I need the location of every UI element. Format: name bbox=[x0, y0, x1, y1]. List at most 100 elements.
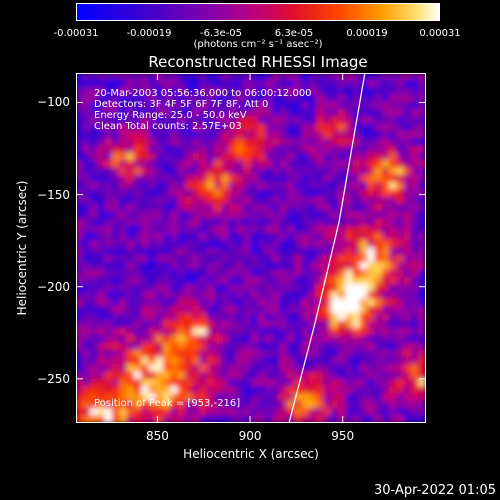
heatmap-cell bbox=[119, 298, 128, 307]
heatmap-cell bbox=[418, 211, 426, 220]
heatmap-cell bbox=[345, 181, 354, 191]
heatmap-cell bbox=[192, 254, 201, 264]
heatmap-cell bbox=[352, 371, 361, 380]
heatmap-cell bbox=[82, 130, 92, 140]
heatmap-cell bbox=[104, 313, 113, 322]
heatmap-cell bbox=[111, 123, 121, 132]
heatmap-cell bbox=[403, 313, 412, 322]
heatmap-cell bbox=[163, 152, 172, 161]
heatmap-cell bbox=[396, 130, 405, 140]
heatmap-cell bbox=[418, 232, 426, 242]
heatmap-cell bbox=[345, 225, 354, 234]
heatmap-cell bbox=[316, 167, 325, 176]
heatmap-cell bbox=[345, 276, 354, 285]
heatmap-cell bbox=[90, 298, 99, 307]
heatmap-cell bbox=[257, 254, 267, 264]
heatmap-cell bbox=[170, 225, 179, 234]
heatmap-cell bbox=[119, 400, 128, 409]
heatmap-cell bbox=[272, 400, 281, 409]
heatmap-cell bbox=[294, 189, 303, 198]
heatmap-cell bbox=[82, 349, 92, 358]
heatmap-cell bbox=[133, 240, 143, 249]
heatmap-cell bbox=[316, 160, 325, 169]
heatmap-cell bbox=[345, 349, 354, 358]
heatmap-cell bbox=[133, 349, 143, 358]
heatmap-cell bbox=[396, 196, 405, 205]
heatmap-cell bbox=[235, 298, 245, 307]
heatmap-cell bbox=[308, 138, 318, 147]
heatmap-cell bbox=[184, 276, 194, 285]
heatmap-cell bbox=[76, 298, 84, 307]
heatmap-cell bbox=[301, 364, 310, 373]
heatmap-cell bbox=[294, 356, 303, 366]
heatmap-cell bbox=[257, 349, 267, 358]
heatmap-cell bbox=[228, 145, 237, 154]
heatmap-cell bbox=[418, 386, 426, 395]
heatmap-cell bbox=[155, 298, 164, 307]
heatmap-cell bbox=[104, 298, 113, 307]
heatmap-cell bbox=[199, 87, 208, 96]
heatmap-cell bbox=[228, 138, 237, 147]
heatmap-cell bbox=[418, 94, 426, 103]
heatmap-cell bbox=[301, 232, 310, 242]
heatmap-cell bbox=[272, 225, 281, 234]
heatmap-cell bbox=[338, 386, 347, 395]
heatmap-cell bbox=[286, 160, 296, 169]
heatmap-cell bbox=[286, 298, 296, 307]
heatmap-cell bbox=[155, 378, 164, 388]
heatmap-cell bbox=[396, 73, 405, 81]
heatmap-cell bbox=[403, 160, 412, 169]
heatmap-cell bbox=[418, 116, 426, 125]
heatmap-cell bbox=[133, 152, 143, 161]
heatmap-cell bbox=[272, 356, 281, 366]
heatmap-cell bbox=[301, 313, 310, 322]
heatmap-cell bbox=[323, 218, 332, 227]
heatmap-cell bbox=[381, 313, 391, 322]
heatmap-cell bbox=[148, 94, 157, 103]
heatmap-cell bbox=[352, 283, 361, 293]
heatmap-cell bbox=[126, 73, 135, 81]
heatmap-cell bbox=[323, 335, 332, 344]
heatmap-cell bbox=[221, 313, 230, 322]
heatmap-cell bbox=[352, 298, 361, 307]
heatmap-cell bbox=[148, 276, 157, 285]
heatmap-cell bbox=[250, 79, 259, 89]
heatmap-cell bbox=[396, 108, 405, 118]
heatmap-cell bbox=[250, 386, 259, 395]
heatmap-cell bbox=[148, 313, 157, 322]
heatmap-cell bbox=[330, 73, 339, 81]
heatmap-cell bbox=[265, 101, 274, 110]
heatmap-cell bbox=[403, 283, 412, 293]
heatmap-cell bbox=[381, 415, 391, 423]
heatmap-cell bbox=[192, 371, 201, 380]
heatmap-cell bbox=[374, 145, 383, 154]
heatmap-cell bbox=[316, 407, 325, 417]
heatmap-cell bbox=[119, 393, 128, 402]
heatmap-cell bbox=[359, 313, 369, 322]
heatmap-cell bbox=[214, 225, 223, 234]
heatmap-cell bbox=[323, 73, 332, 81]
heatmap-cell bbox=[155, 342, 164, 351]
heatmap-cell bbox=[82, 240, 92, 249]
heatmap-cell bbox=[221, 73, 230, 81]
heatmap-cell bbox=[301, 262, 310, 271]
heatmap-cell bbox=[177, 342, 186, 351]
heatmap-cell bbox=[410, 407, 420, 417]
heatmap-cell bbox=[155, 225, 164, 234]
heatmap-cell bbox=[367, 174, 376, 183]
heatmap-cell bbox=[418, 254, 426, 264]
heatmap-cell bbox=[352, 79, 361, 89]
heatmap-cell bbox=[308, 254, 318, 264]
heatmap-cell bbox=[90, 87, 99, 96]
heatmap-cell bbox=[111, 386, 121, 395]
heatmap-cell bbox=[381, 327, 391, 336]
heatmap-cell bbox=[97, 400, 106, 409]
heatmap-cell bbox=[82, 305, 92, 315]
heatmap-cell bbox=[345, 313, 354, 322]
heatmap-cell bbox=[163, 378, 172, 388]
heatmap-cell bbox=[90, 225, 99, 234]
heatmap-cell bbox=[192, 116, 201, 125]
heatmap-cell bbox=[279, 364, 288, 373]
heatmap-cell bbox=[308, 145, 318, 154]
heatmap-cell bbox=[381, 218, 391, 227]
